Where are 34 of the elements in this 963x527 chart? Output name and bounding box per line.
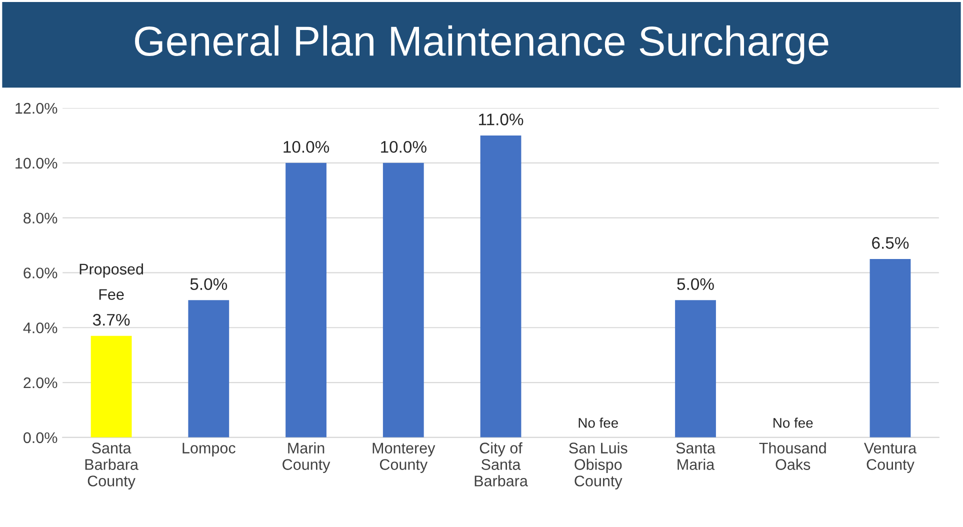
y-tick-label: 2.0% bbox=[24, 377, 58, 388]
data-label: 3.7% bbox=[92, 314, 130, 326]
annotation: Proposed Fee bbox=[80, 263, 143, 300]
x-tick-label: Thousand Oaks bbox=[759, 442, 826, 470]
bar bbox=[286, 162, 326, 438]
x-tick-label: City of Santa Barbara bbox=[474, 442, 528, 486]
data-label: 11.0% bbox=[479, 114, 524, 126]
y-tick-label: 12.0% bbox=[16, 102, 58, 114]
x-tick-label: Ventura County bbox=[864, 442, 917, 473]
bar bbox=[870, 259, 911, 438]
data-label: 6.5% bbox=[872, 237, 909, 249]
x-tick-label: Santa Maria bbox=[676, 442, 716, 470]
bar bbox=[675, 300, 716, 438]
y-tick-label: 10.0% bbox=[16, 158, 58, 169]
data-label: 10.0% bbox=[284, 140, 330, 153]
bar bbox=[480, 135, 522, 438]
data-label: 10.0% bbox=[381, 140, 426, 153]
data-label: No fee bbox=[578, 418, 618, 428]
x-tick-label: San Luis Obispo County bbox=[569, 442, 628, 490]
bar bbox=[188, 300, 230, 438]
chart-title: General Plan Maintenance Surcharge bbox=[135, 25, 828, 64]
data-label: 5.0% bbox=[190, 278, 228, 290]
x-tick-label: Marin County bbox=[282, 442, 330, 473]
data-label: 5.0% bbox=[677, 278, 714, 290]
bar bbox=[90, 336, 132, 438]
x-tick-label: Monterey County bbox=[372, 442, 436, 473]
y-tick-label: 6.0% bbox=[24, 268, 58, 278]
y-tick-label: 4.0% bbox=[23, 322, 58, 334]
x-tick-label: Lompoc bbox=[182, 442, 236, 457]
data-label: No fee bbox=[774, 418, 813, 428]
x-tick-label: Santa Barbara County bbox=[85, 442, 138, 490]
bar bbox=[382, 162, 424, 438]
y-tick-label: 8.0% bbox=[24, 212, 58, 224]
y-tick-label: 0.0% bbox=[24, 432, 58, 444]
